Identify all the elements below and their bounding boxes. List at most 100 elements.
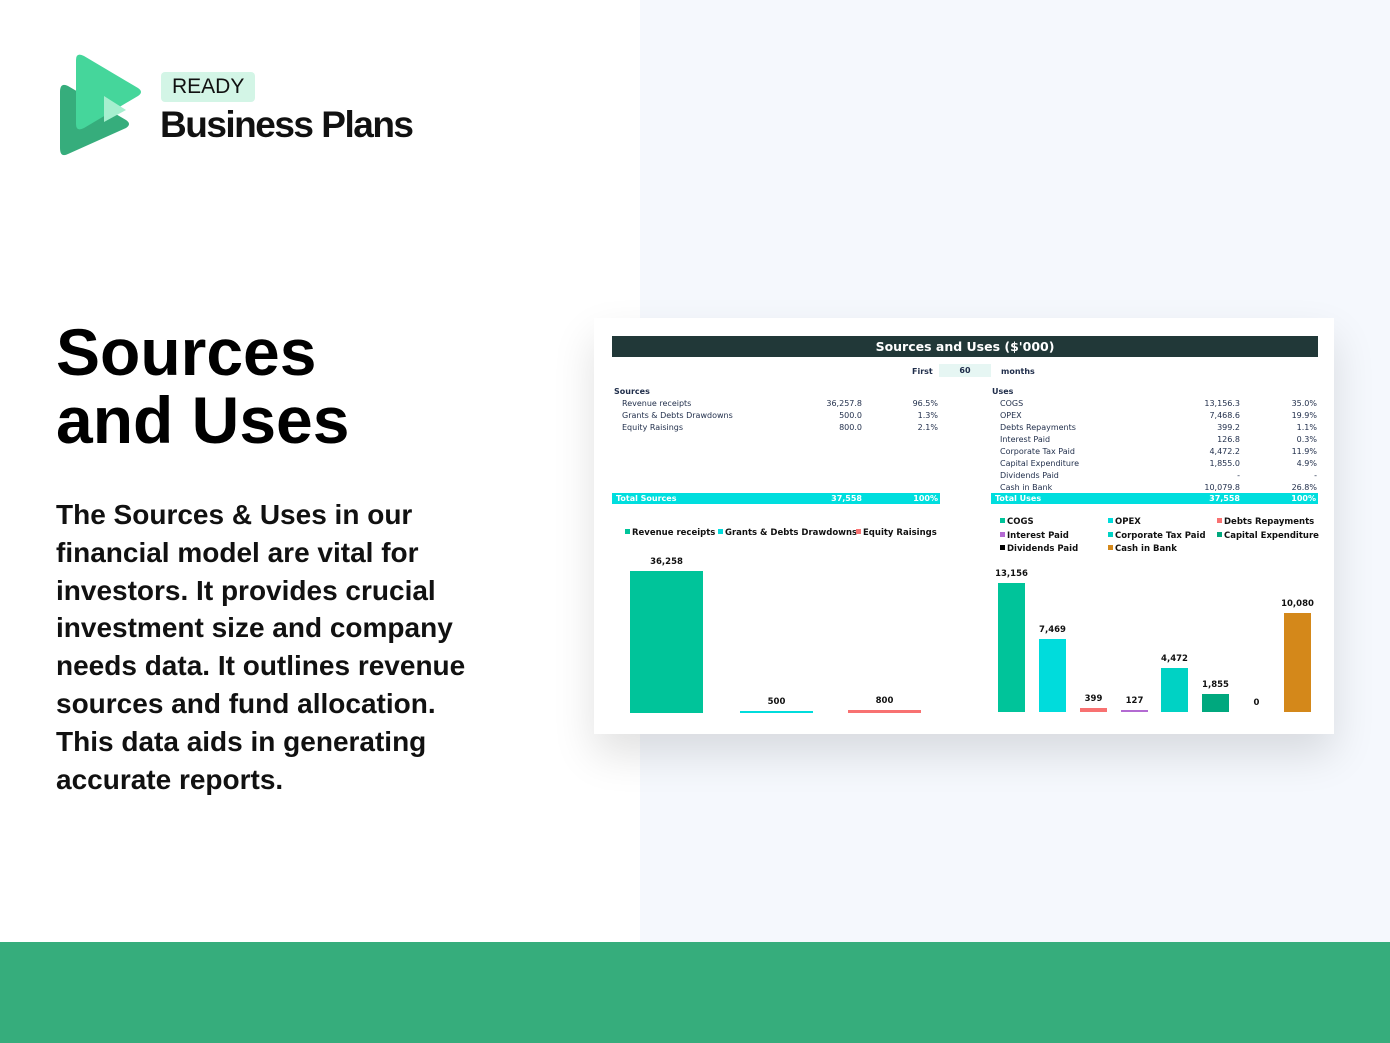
legend-item: Equity Raisings — [856, 528, 937, 538]
legend-swatch — [1000, 518, 1005, 523]
total-value: 37,558 — [1209, 494, 1240, 503]
page-title: Sources and Uses — [56, 318, 349, 454]
uses-row-pct: 1.1% — [1296, 423, 1317, 432]
uses-row-label: Cash in Bank — [1000, 483, 1053, 492]
legend-label: Revenue receipts — [632, 528, 716, 538]
uses-row-value: 10,079.8 — [1204, 483, 1240, 492]
total-pct: 100% — [1291, 494, 1316, 503]
total-value: 37,558 — [831, 494, 862, 503]
sources-row-value: 800.0 — [839, 423, 862, 432]
legend-label: OPEX — [1115, 517, 1141, 527]
bar — [1039, 638, 1066, 712]
uses-row-pct: 35.0% — [1291, 399, 1317, 408]
data-label: 10,080 — [1281, 599, 1314, 610]
legend-label: Cash in Bank — [1115, 544, 1177, 554]
legend-item: OPEX — [1108, 517, 1141, 527]
legend-label: Equity Raisings — [863, 528, 937, 538]
title-line: Sources — [56, 315, 317, 389]
sources-row-pct: 2.1% — [917, 423, 938, 432]
uses-row-label: Capital Expenditure — [1000, 459, 1079, 468]
brand-name: Business Plans — [160, 104, 414, 145]
sources-row-label: Revenue receipts — [622, 399, 692, 408]
uses-row-pct: 26.8% — [1291, 483, 1317, 492]
uses-row-label: Debts Repayments — [1000, 423, 1076, 432]
legend-swatch — [1108, 532, 1113, 537]
uses-row-value: - — [1237, 471, 1240, 480]
period-input[interactable]: 60 — [939, 364, 991, 377]
uses-row-pct: 4.9% — [1296, 459, 1317, 468]
total-label: Total Sources — [616, 494, 677, 503]
title-line: and Uses — [56, 383, 350, 457]
uses-row-value: 399.2 — [1217, 423, 1240, 432]
legend-label: Grants & Debts Drawdowns — [725, 528, 858, 538]
data-label: 800 — [875, 695, 894, 706]
data-label: 0 — [1253, 698, 1260, 708]
legend-item: Dividends Paid — [1000, 544, 1078, 554]
uses-row-label: Interest Paid — [1000, 435, 1051, 444]
data-label: 7,469 — [1039, 624, 1066, 635]
legend-label: Interest Paid — [1007, 531, 1069, 541]
data-label: 1,855 — [1202, 679, 1229, 690]
bar — [1284, 613, 1311, 712]
description: The Sources & Uses in our financial mode… — [56, 499, 466, 795]
uses-row-pct: 19.9% — [1291, 411, 1317, 420]
period-suffix: months — [1001, 367, 1035, 376]
legend-label: Dividends Paid — [1007, 544, 1079, 554]
bar — [740, 711, 813, 713]
brand-badge: READY — [161, 72, 256, 102]
bar — [848, 709, 921, 713]
legend-item: Revenue receipts — [625, 528, 715, 538]
footer-band — [0, 942, 1390, 1043]
legend-item: Capital Expenditure — [1217, 531, 1319, 541]
uses-row-value: 126.8 — [1217, 435, 1240, 444]
sources-heading: Sources — [614, 387, 650, 396]
legend-swatch — [1000, 545, 1005, 550]
bar — [998, 583, 1025, 712]
bar — [1121, 710, 1148, 712]
uses-row-label: OPEX — [1000, 411, 1022, 420]
total-uses-row: Total Uses 37,558 100% — [991, 493, 1318, 504]
legend-swatch — [718, 529, 723, 534]
bar — [630, 571, 703, 713]
bar — [1202, 693, 1229, 712]
uses-row-label: Dividends Paid — [1000, 471, 1059, 480]
legend-label: COGS — [1007, 517, 1034, 527]
legend-item: Corporate Tax Paid — [1108, 531, 1206, 541]
uses-heading: Uses — [992, 387, 1014, 396]
data-label: 13,156 — [995, 569, 1028, 579]
uses-row-value: 13,156.3 — [1204, 399, 1240, 408]
uses-row-value: 1,855.0 — [1209, 459, 1240, 468]
legend-label: Debts Repayments — [1224, 517, 1315, 527]
legend-item: Grants & Debts Drawdowns — [718, 528, 857, 538]
legend-swatch — [1000, 532, 1005, 537]
sources-row-value: 500.0 — [839, 411, 862, 420]
data-label: 4,472 — [1161, 654, 1188, 665]
uses-row-value: 7,468.6 — [1209, 411, 1240, 420]
sources-row-pct: 1.3% — [917, 411, 938, 420]
legend-label: Capital Expenditure — [1224, 531, 1319, 541]
bar — [1161, 668, 1188, 712]
uses-row-label: Corporate Tax Paid — [1000, 447, 1075, 456]
legend-swatch — [1217, 532, 1222, 537]
data-label: 399 — [1084, 694, 1103, 705]
legend-swatch — [625, 529, 630, 534]
uses-row-pct: - — [1314, 471, 1317, 480]
data-label: 36,258 — [650, 557, 683, 567]
data-label: 500 — [767, 697, 786, 707]
total-label: Total Uses — [995, 494, 1042, 503]
uses-row-value: 4,472.2 — [1209, 447, 1240, 456]
sources-row-pct: 96.5% — [912, 399, 938, 408]
total-sources-row: Total Sources 37,558 100% — [612, 493, 940, 504]
sources-row-label: Grants & Debts Drawdowns — [622, 411, 733, 420]
period-prefix: First — [912, 367, 933, 376]
legend-item: Interest Paid — [1000, 531, 1069, 541]
uses-row-label: COGS — [1000, 399, 1024, 408]
legend-swatch — [1108, 545, 1113, 550]
legend-swatch — [1108, 518, 1113, 523]
bar — [1080, 708, 1107, 712]
legend-swatch — [1217, 518, 1222, 523]
legend-item: Debts Repayments — [1217, 517, 1314, 527]
total-pct: 100% — [913, 494, 938, 503]
sources-row-label: Equity Raisings — [622, 423, 684, 432]
legend-item: COGS — [1000, 517, 1034, 527]
